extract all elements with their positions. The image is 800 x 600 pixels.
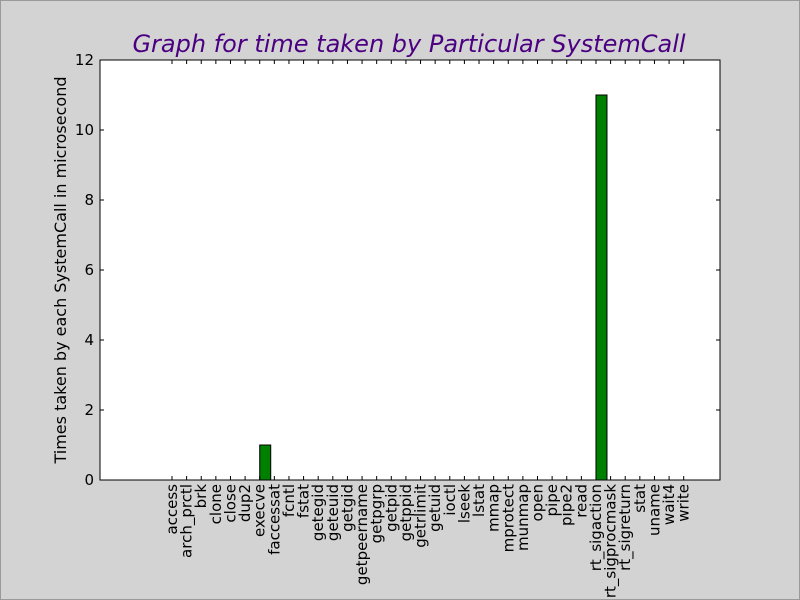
- plot-frame: [99, 59, 721, 481]
- x-tick-label: wait4: [660, 484, 678, 525]
- x-tick-label: pipe: [543, 484, 561, 516]
- x-tick-label: ioctl: [441, 484, 459, 516]
- x-tick-label: getgid: [338, 484, 356, 532]
- y-tick-label: 4: [84, 331, 94, 349]
- y-tick-label: 0: [84, 471, 94, 489]
- x-tick-label: getuid: [426, 484, 444, 532]
- x-tick-label: dup2: [236, 484, 254, 522]
- x-tick-label: execve: [251, 484, 269, 537]
- y-tick-label: 10: [75, 121, 94, 139]
- x-tick-label: lstat: [470, 484, 488, 517]
- x-tick-label: mmap: [485, 484, 503, 532]
- x-tick-label: lseek: [455, 484, 473, 523]
- y-tick-label: 12: [75, 51, 94, 69]
- bar-rt-sigaction: [595, 94, 608, 481]
- x-tick-label: read: [572, 484, 590, 518]
- x-tick-label: rt_sigreturn: [616, 484, 635, 571]
- x-tick-label: getpgrp: [368, 484, 386, 543]
- chart-title: Graph for time taken by Particular Syste…: [132, 30, 685, 58]
- y-tick-label: 2: [84, 401, 94, 419]
- x-tick-label: pipe2: [558, 484, 576, 526]
- x-tick-label: brk: [192, 484, 210, 509]
- x-axis-ticks: accessarch_prctlbrkcloneclosedup2execvef…: [163, 60, 693, 598]
- x-tick-label: uname: [645, 484, 663, 536]
- x-tick-label: clone: [207, 484, 225, 524]
- x-tick-label: arch_prctl: [178, 484, 197, 558]
- bar-execve: [259, 444, 272, 481]
- y-tick-label: 6: [84, 261, 94, 279]
- x-tick-label: open: [529, 484, 547, 521]
- x-tick-label: rt_sigprocmask: [602, 484, 621, 598]
- x-tick-label: munmap: [514, 484, 532, 551]
- x-tick-label: getpeername: [353, 484, 371, 585]
- y-axis-label: Times taken by each SystemCall in micros…: [51, 77, 70, 465]
- x-tick-label: fcntl: [280, 484, 298, 517]
- x-tick-label: stat: [631, 484, 649, 513]
- x-tick-label: access: [163, 484, 181, 535]
- x-tick-label: getppid: [397, 484, 415, 541]
- x-tick-label: write: [675, 484, 693, 522]
- x-tick-label: rt_sigaction: [587, 484, 606, 571]
- x-tick-label: getegid: [309, 484, 327, 541]
- y-axis-ticks: 0 2 4 6 8 10 12: [75, 51, 720, 489]
- x-tick-label: geteuid: [324, 484, 342, 541]
- y-tick-label: 8: [84, 191, 94, 209]
- x-tick-label: faccessat: [265, 484, 283, 555]
- plot-area: [100, 60, 720, 480]
- x-tick-label: mprotect: [499, 484, 517, 553]
- x-tick-label: fstat: [295, 484, 313, 518]
- x-tick-label: getpid: [382, 484, 400, 532]
- x-tick-label: getrlimit: [412, 484, 430, 548]
- x-tick-label: close: [221, 484, 239, 523]
